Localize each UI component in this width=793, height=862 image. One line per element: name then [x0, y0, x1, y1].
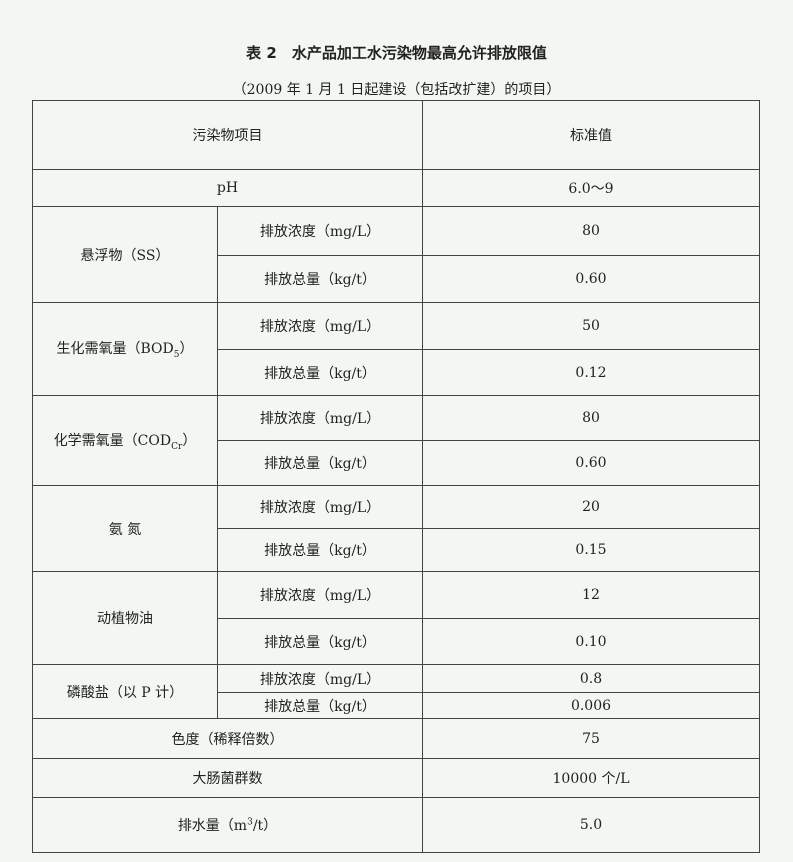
row-value: 12 [422, 571, 760, 619]
table-row: pH 6.0～9 [32, 169, 760, 207]
label-text: ） [179, 341, 194, 358]
sub-label: 排放浓度（mg/L） [217, 485, 423, 529]
sub-label: 排放总量（kg/t） [217, 692, 423, 719]
row-value: 80 [422, 206, 760, 256]
row-value: 0.60 [422, 255, 760, 303]
label-text: 排水量（m [177, 818, 248, 834]
row-label: 生化需氧量（BOD5） [32, 302, 218, 396]
row-value: 0.006 [422, 692, 760, 719]
row-label: 色度（稀释倍数） [32, 718, 423, 759]
sub-label: 排放浓度（mg/L） [217, 664, 423, 693]
sub-label: 排放总量（kg/t） [217, 255, 423, 303]
row-label: 化学需氧量（CODCr） [32, 395, 218, 486]
table-row: 生化需氧量（BOD5） 排放浓度（mg/L） 50 [32, 302, 760, 396]
row-value: 0.8 [422, 664, 760, 693]
header-item: 污染物项目 [32, 100, 423, 170]
row-label: 排水量（m3/t） [32, 797, 423, 853]
row-value: 20 [422, 485, 760, 529]
sub-label: 排放浓度（mg/L） [217, 206, 423, 256]
row-label: 悬浮物（SS） [32, 206, 218, 303]
header-row: 污染物项目 标准值 [32, 100, 760, 170]
table-row: 磷酸盐（以 P 计） 排放浓度（mg/L） 0.8 [32, 664, 760, 719]
header-value: 标准值 [422, 100, 760, 170]
label-text: /t） [252, 818, 278, 834]
row-label: 动植物油 [32, 571, 218, 665]
table-row: 氨 氮 排放浓度（mg/L） 20 [32, 485, 760, 572]
table-row: 排放总量（kg/t） 0.006 [33, 692, 760, 719]
row-label: pH [32, 169, 423, 207]
label-subscript: Cr [171, 441, 183, 452]
table-row: 排水量（m3/t） 5.0 [32, 797, 760, 853]
row-value: 6.0～9 [422, 169, 760, 207]
sub-label: 排放总量（kg/t） [217, 440, 423, 486]
table-row: 动植物油 排放浓度（mg/L） 12 [32, 571, 760, 665]
row-value: 10000 个/L [422, 758, 760, 798]
sub-label: 排放总量（kg/t） [217, 528, 423, 572]
sub-label: 排放浓度（mg/L） [217, 571, 423, 619]
table-row: 化学需氧量（CODCr） 排放浓度（mg/L） 80 [32, 395, 760, 486]
table-row: 排放总量（kg/t） 0.12 [33, 349, 760, 396]
sub-label: 排放浓度（mg/L） [217, 395, 423, 441]
table-subtitle: （2009 年 1 月 1 日起建设（包括改扩建）的项目） [232, 82, 561, 98]
sub-label: 排放总量（kg/t） [217, 349, 423, 396]
label-subscript: 5 [173, 349, 180, 360]
row-value: 0.10 [422, 618, 760, 665]
row-label: 大肠菌群数 [32, 758, 423, 798]
table-title: 表 2 水产品加工水污染物最高允许排放限值 [246, 44, 547, 62]
table-row: 排放总量（kg/t） 0.15 [33, 528, 760, 572]
table-row: 大肠菌群数 10000 个/L [32, 758, 760, 798]
label-superscript: 3 [247, 817, 253, 828]
label-text: 化学需氧量（COD [53, 432, 172, 449]
table-row: 色度（稀释倍数） 75 [32, 718, 760, 759]
sub-label: 排放浓度（mg/L） [217, 302, 423, 350]
row-value: 0.15 [422, 528, 760, 572]
row-label: 磷酸盐（以 P 计） [32, 664, 218, 719]
table-row: 排放总量（kg/t） 0.60 [33, 255, 760, 303]
sub-label: 排放总量（kg/t） [217, 618, 423, 665]
row-label: 氨 氮 [32, 485, 218, 572]
table-row: 排放总量（kg/t） 0.60 [33, 440, 760, 486]
row-value: 80 [422, 395, 760, 441]
row-value: 75 [422, 718, 760, 759]
row-value: 0.60 [422, 440, 760, 486]
pollutant-limits-table: 污染物项目 标准值 pH 6.0～9 悬浮物（SS） 排放浓度（mg/L） 80… [32, 100, 760, 853]
table-row: 悬浮物（SS） 排放浓度（mg/L） 80 [32, 206, 760, 303]
row-value: 50 [422, 302, 760, 350]
label-text: 生化需氧量（BOD [56, 341, 174, 358]
table-row: 排放总量（kg/t） 0.10 [33, 618, 760, 665]
label-text: ） [182, 432, 197, 449]
row-value: 0.12 [422, 349, 760, 396]
row-value: 5.0 [422, 797, 760, 853]
